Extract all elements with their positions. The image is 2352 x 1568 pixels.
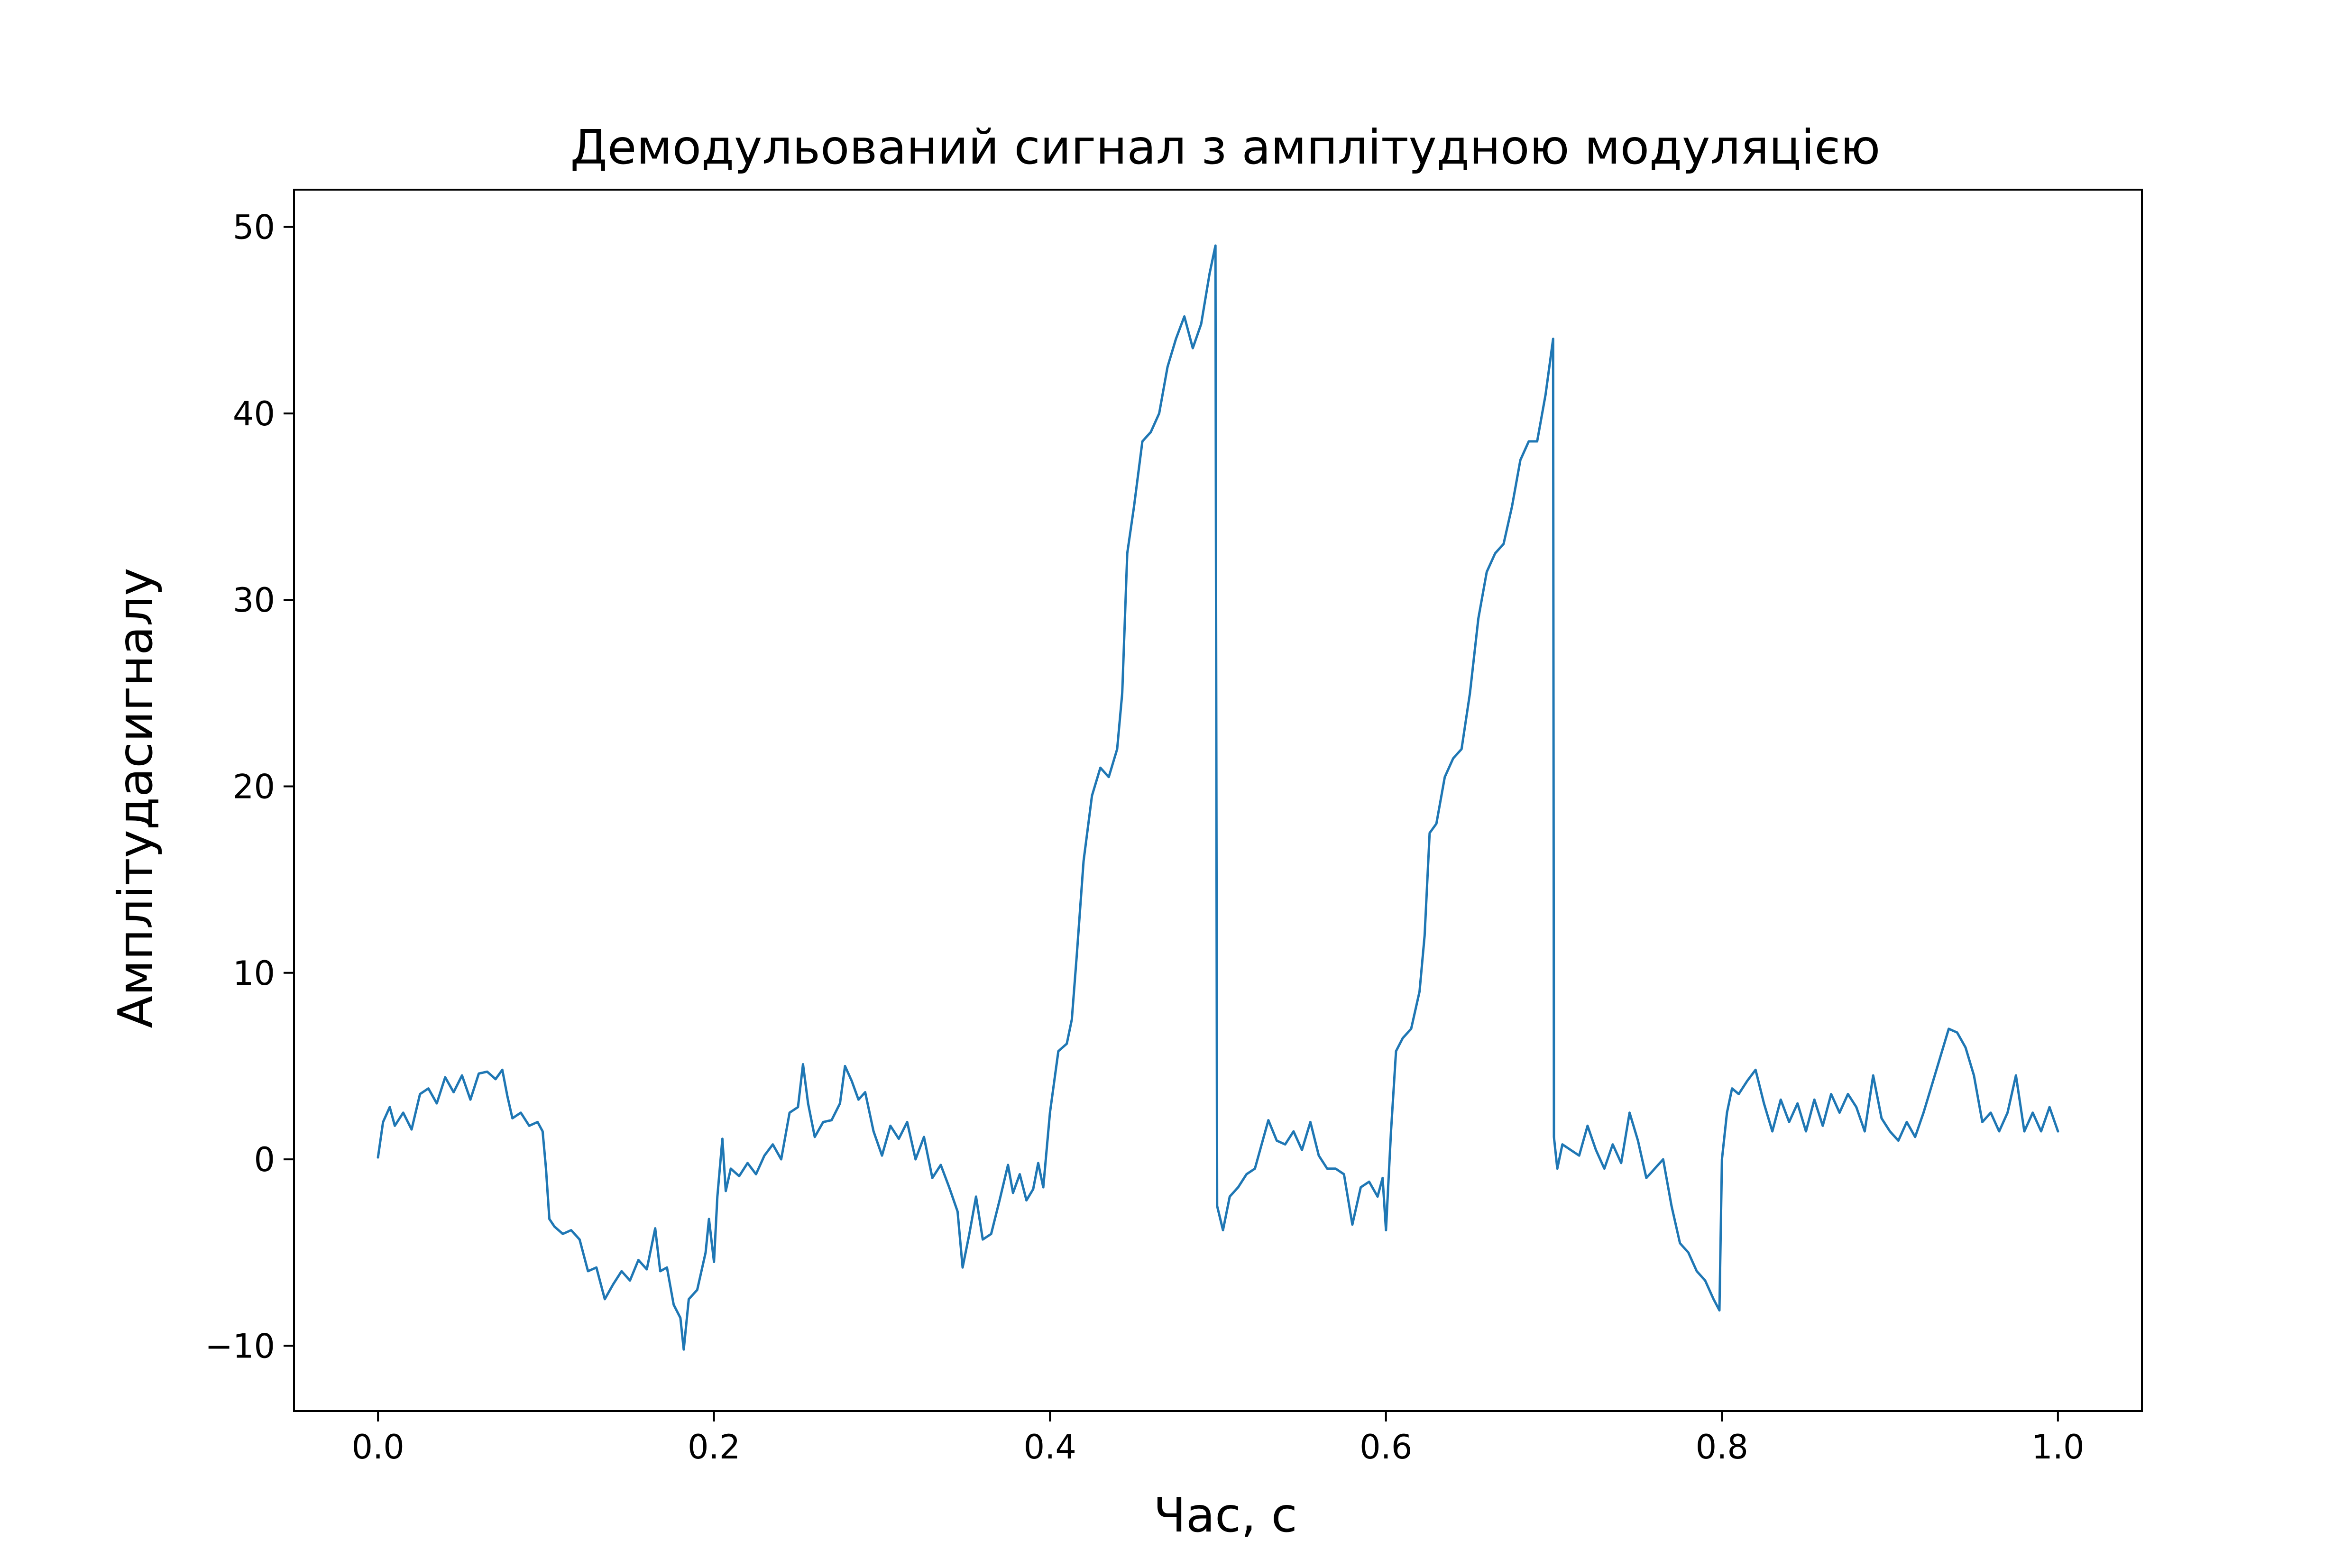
x-tick-label: 0.0 <box>351 1428 404 1467</box>
y-axis: −10 0 10 20 30 40 50 <box>205 208 294 1366</box>
y-tick-label: 0 <box>254 1140 275 1179</box>
x-tick-label: 1.0 <box>2031 1428 2084 1467</box>
x-tick-label: 0.2 <box>688 1428 740 1467</box>
y-tick-label: 50 <box>233 208 275 247</box>
y-tick-label: 20 <box>233 768 275 807</box>
plot-frame <box>293 189 2143 1412</box>
x-tick-label: 0.6 <box>1360 1428 1412 1467</box>
x-tick-label: 0.8 <box>1696 1428 1748 1467</box>
chart-title: Демодульований сигнал з амплітудною моду… <box>570 119 1881 175</box>
y-tick-label: −10 <box>205 1327 275 1366</box>
x-axis-label: Час, с <box>1153 1487 1297 1543</box>
series-line <box>377 244 2059 1351</box>
plot-area <box>293 189 2143 1412</box>
y-tick-label: 10 <box>233 954 275 993</box>
y-tick-label: 30 <box>233 581 275 620</box>
y-tick-label: 40 <box>233 394 275 433</box>
x-tick-label: 0.4 <box>1024 1428 1076 1467</box>
y-axis-label: Амплітудасигналу <box>108 568 163 1028</box>
x-axis: 0.0 0.2 0.4 0.6 0.8 1.0 <box>351 1411 2085 1467</box>
